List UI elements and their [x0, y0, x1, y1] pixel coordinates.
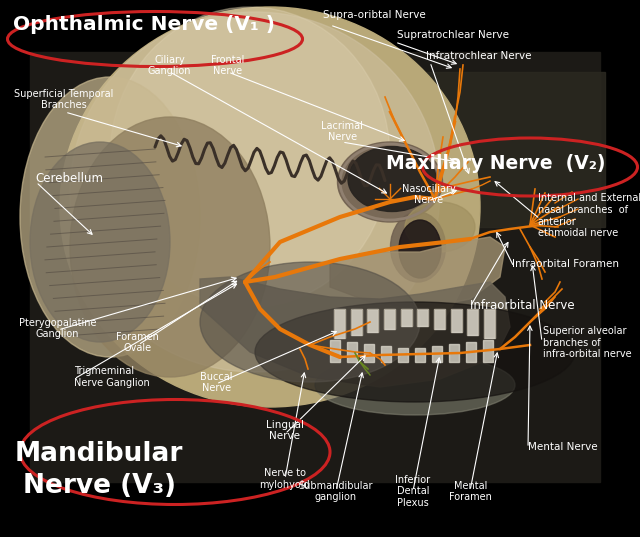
Bar	[466, 342, 476, 362]
Text: Superficial Temporal
Branches: Superficial Temporal Branches	[14, 89, 114, 110]
Text: Nerve to
mylohyoid: Nerve to mylohyoid	[259, 468, 310, 490]
Bar	[351, 309, 362, 335]
Text: Mental
Foramen: Mental Foramen	[449, 481, 492, 502]
Bar	[449, 344, 459, 362]
Bar	[432, 346, 442, 362]
Text: Superior alveolar
branches of
infra-orbital nerve: Superior alveolar branches of infra-orbi…	[543, 326, 631, 359]
Bar	[367, 309, 378, 331]
Bar	[398, 348, 408, 362]
Text: Trigmeminal
Nerve Ganglion: Trigmeminal Nerve Ganglion	[74, 366, 149, 388]
Bar	[30, 52, 600, 482]
Bar	[335, 72, 605, 227]
Text: Submandibular
ganglion: Submandibular ganglion	[299, 481, 373, 502]
Text: Nerve (V₃): Nerve (V₃)	[22, 473, 176, 499]
Bar	[401, 309, 412, 325]
Text: Lingual
Nerve: Lingual Nerve	[266, 420, 304, 441]
Text: Supratrochlear Nerve: Supratrochlear Nerve	[397, 30, 509, 40]
Text: Inferior
Dental
Plexus: Inferior Dental Plexus	[396, 475, 430, 508]
Text: Supra-oribtal Nerve: Supra-oribtal Nerve	[323, 10, 426, 20]
Ellipse shape	[20, 77, 200, 357]
Ellipse shape	[315, 355, 515, 415]
Text: Buccal
Nerve: Buccal Nerve	[200, 372, 232, 393]
Bar	[364, 344, 374, 362]
Text: Infraorbital Foramen: Infraorbital Foramen	[512, 259, 619, 269]
Text: Mandibular: Mandibular	[15, 441, 184, 467]
Ellipse shape	[399, 220, 441, 278]
Text: Ophthalmic Nerve (V₁ ): Ophthalmic Nerve (V₁ )	[13, 14, 275, 34]
Bar	[451, 309, 461, 331]
Bar	[381, 346, 391, 362]
Text: Infraorbital Nerve: Infraorbital Nerve	[470, 299, 575, 311]
Text: Cerebellum: Cerebellum	[35, 172, 103, 185]
Ellipse shape	[30, 142, 170, 342]
Ellipse shape	[348, 147, 436, 212]
Text: Pterygopalatine
Ganglion: Pterygopalatine Ganglion	[19, 318, 97, 339]
Bar	[347, 342, 357, 362]
Bar	[434, 309, 445, 329]
Polygon shape	[200, 277, 510, 387]
Ellipse shape	[60, 7, 480, 407]
Text: Mental Nerve: Mental Nerve	[528, 442, 598, 452]
Text: Internal and External 
nasal branches  of
anterior
ethmoidal nerve: Internal and External nasal branches of …	[538, 193, 640, 238]
Text: Frontal
Nerve: Frontal Nerve	[211, 55, 244, 76]
Polygon shape	[330, 237, 505, 309]
Ellipse shape	[390, 212, 445, 282]
Bar	[334, 309, 345, 337]
Text: Ciliary
Ganglion: Ciliary Ganglion	[148, 55, 191, 76]
Text: Foramen
Ovale: Foramen Ovale	[116, 332, 159, 353]
Ellipse shape	[70, 12, 440, 372]
Text: Maxillary Nerve  (V₂): Maxillary Nerve (V₂)	[387, 154, 605, 173]
Bar	[330, 340, 340, 362]
Bar	[484, 309, 495, 337]
Ellipse shape	[200, 262, 420, 382]
Text: Infratrochlear Nerve: Infratrochlear Nerve	[426, 52, 531, 61]
Ellipse shape	[70, 117, 270, 377]
Text: Nasociliary
Nerve: Nasociliary Nerve	[402, 184, 456, 205]
Bar	[415, 348, 425, 362]
Ellipse shape	[337, 142, 442, 222]
Text: Lacrimal
Nerve: Lacrimal Nerve	[321, 121, 364, 142]
Bar	[467, 309, 478, 335]
Bar	[417, 309, 428, 325]
Bar	[384, 309, 395, 329]
Ellipse shape	[255, 302, 575, 402]
Bar	[483, 340, 493, 362]
Ellipse shape	[110, 7, 390, 307]
Ellipse shape	[405, 202, 475, 252]
